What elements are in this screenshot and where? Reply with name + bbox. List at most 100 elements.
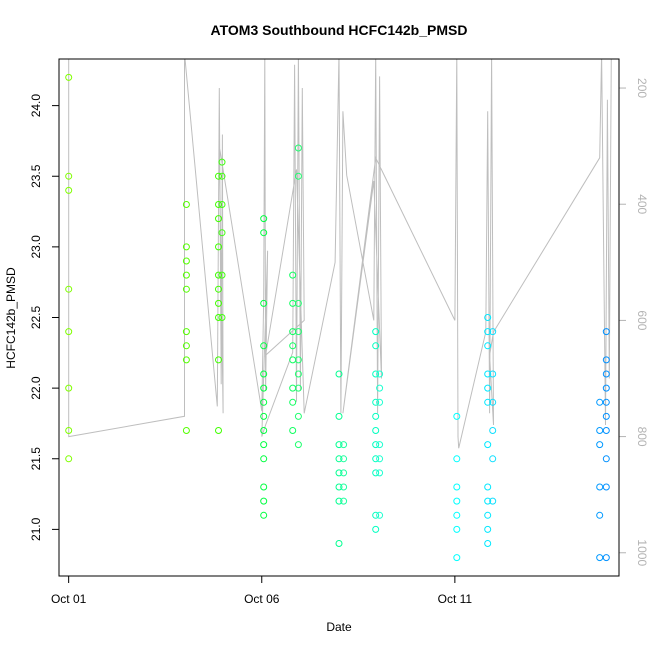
data-point [489, 455, 497, 463]
data-point [260, 483, 268, 491]
data-point [376, 455, 384, 463]
data-point [489, 497, 497, 505]
data-point [453, 525, 461, 533]
data-point [294, 370, 302, 378]
data-point [372, 398, 380, 406]
data-point [596, 441, 604, 449]
data-point [289, 427, 297, 434]
data-point [484, 314, 492, 321]
data-point [182, 201, 190, 208]
data-point [335, 370, 343, 378]
data-point [602, 370, 610, 378]
data-point [218, 229, 226, 237]
data-point [484, 328, 492, 336]
data-point [335, 497, 343, 505]
data-point [484, 398, 492, 406]
data-point [182, 328, 190, 336]
y-axis-label: HCFC142b_PMSD [4, 267, 18, 369]
data-point [335, 483, 343, 491]
data-point [453, 483, 461, 491]
data-point [65, 285, 73, 293]
data-point [372, 328, 380, 336]
x-tick-label: Oct 06 [244, 592, 280, 606]
data-point [489, 370, 497, 378]
data-point [376, 441, 384, 449]
data-point [182, 243, 190, 251]
data-point [65, 427, 73, 434]
data-point [294, 172, 302, 180]
data-point [65, 73, 73, 81]
data-point [182, 271, 190, 279]
y-tick-label: 21.0 [29, 517, 43, 541]
data-point [340, 455, 348, 463]
y-axis: 21.0 21.5 22.0 22.5 23.0 23.5 24.0 [29, 94, 59, 541]
data-point [65, 328, 73, 336]
data-point [65, 384, 73, 392]
data-point [260, 441, 268, 449]
data-point [215, 314, 222, 321]
data-point [372, 370, 380, 378]
data-point [484, 342, 492, 350]
data-point [182, 356, 190, 364]
data-point [294, 384, 302, 392]
data-point [376, 384, 384, 392]
data-point [289, 356, 297, 364]
data-point [602, 427, 610, 434]
data-point [289, 384, 297, 392]
y-tick-label: 24.0 [29, 94, 43, 118]
data-point [489, 427, 497, 434]
data-point [65, 172, 73, 180]
plot-area [65, 59, 612, 562]
data-point [335, 455, 343, 463]
data-point [372, 511, 380, 519]
data-point [65, 186, 73, 194]
data-point [289, 398, 297, 406]
data-point [376, 511, 384, 519]
data-point [215, 285, 222, 293]
data-point [596, 427, 604, 434]
data-point [596, 511, 604, 519]
data-point [372, 455, 380, 463]
y-tick-label: 23.0 [29, 235, 43, 259]
data-point [215, 243, 222, 251]
data-point [218, 314, 226, 321]
data-point [484, 511, 492, 519]
data-point [289, 342, 297, 350]
data-point [372, 342, 380, 350]
data-point [453, 497, 461, 505]
data-point [602, 328, 610, 336]
data-point [372, 469, 380, 477]
x-tick-label: Oct 01 [51, 592, 87, 606]
data-point [602, 412, 610, 420]
data-point [602, 554, 610, 562]
data-point [260, 384, 268, 392]
data-point [294, 356, 302, 364]
right-tick-label: 1000 [635, 539, 649, 566]
data-point [294, 144, 302, 152]
data-point [260, 511, 268, 519]
data-point [182, 427, 190, 434]
data-point [340, 469, 348, 477]
data-point [453, 554, 461, 562]
data-point [372, 525, 380, 533]
data-point [218, 271, 226, 279]
data-point [602, 483, 610, 491]
data-point [260, 455, 268, 463]
data-point [260, 370, 268, 378]
chart-title: ATOM3 Southbound HCFC142b_PMSD [211, 22, 468, 38]
data-point [215, 271, 222, 279]
data-point [260, 427, 268, 434]
data-point [260, 229, 268, 237]
right-tick-label: 800 [635, 427, 649, 447]
data-point [260, 342, 268, 350]
data-point [218, 158, 226, 166]
data-point [260, 215, 268, 223]
data-point [294, 299, 302, 307]
data-point [453, 511, 461, 519]
data-point [340, 483, 348, 491]
x-axis: Oct 01 Oct 06 Oct 11 [51, 576, 472, 606]
data-point [182, 342, 190, 350]
data-point [484, 483, 492, 491]
data-point [294, 412, 302, 420]
